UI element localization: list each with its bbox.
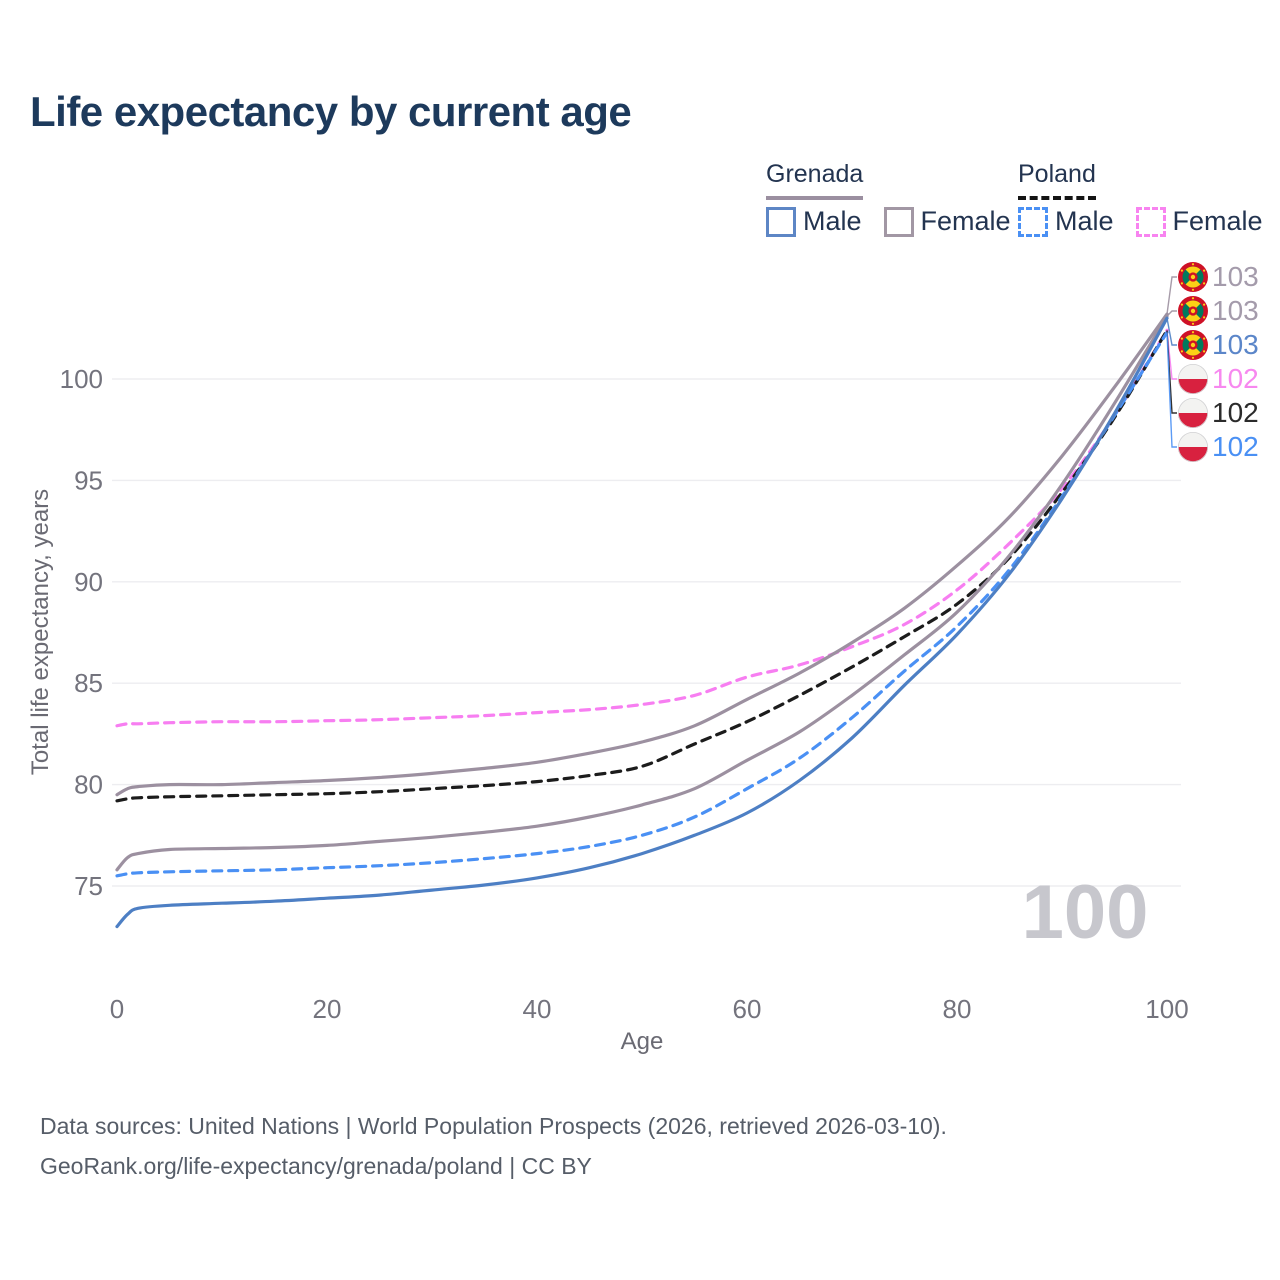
x-tick-100: 100: [1145, 994, 1188, 1024]
grenada-flag-icon: [1178, 330, 1208, 360]
legend-country-grenada[interactable]: Grenada: [766, 160, 864, 200]
data-sources-text: Data sources: United Nations | World Pop…: [40, 1113, 947, 1139]
x-tick-20: 20: [313, 994, 342, 1024]
leader-line: [1166, 276, 1177, 315]
end-value-poland-female: 102: [1212, 363, 1259, 394]
grenada-female-swatch-icon: [883, 206, 914, 237]
current-age-watermark: 100: [1022, 870, 1149, 955]
attribution-text: GeoRank.org/life-expectancy/grenada/pola…: [40, 1153, 592, 1180]
legend-label-poland-male: Male: [1055, 206, 1114, 236]
legend: Grenada Male Female Poland Male: [0, 160, 1280, 250]
line-grenada-male: [115, 316, 1169, 929]
end-value-grenada-both-sexes: 103: [1212, 295, 1259, 326]
leader-line: [1166, 318, 1177, 346]
y-tick-95: 95: [74, 465, 103, 495]
legend-item-poland-male[interactable]: Male: [1018, 206, 1114, 237]
legend-label-poland-female: Female: [1172, 206, 1263, 236]
grenada-flag-icon: [1178, 296, 1208, 326]
line-poland-male: [115, 330, 1169, 878]
poland-flag-icon: [1178, 363, 1209, 394]
poland-flag-icon: [1178, 397, 1209, 428]
leader-line: [1166, 332, 1177, 448]
end-value-poland-male: 102: [1212, 431, 1259, 462]
poland-flag-icon: [1178, 431, 1209, 462]
grenada-male-swatch-icon: [766, 206, 796, 237]
footer: Data sources: United Nations | World Pop…: [40, 1106, 947, 1187]
legend-item-poland-female[interactable]: Female: [1135, 206, 1263, 237]
gridlines: 75 80 85 90 95 100 0 20 40 60 80 100 Age Total life e…: [27, 364, 1189, 1055]
end-value-poland-both-sexes: 102: [1212, 397, 1259, 428]
legend-item-grenada-male[interactable]: Male: [766, 206, 862, 237]
end-value-grenada-male: 103: [1212, 329, 1259, 360]
legend-group-poland: Poland Male Female: [1018, 160, 1263, 237]
y-tick-90: 90: [74, 567, 103, 597]
legend-label-grenada-male: Male: [803, 206, 862, 236]
poland-male-swatch-icon: [1018, 206, 1048, 237]
y-tick-85: 85: [74, 668, 103, 698]
end-value-grenada-female: 103: [1212, 261, 1259, 292]
x-tick-80: 80: [943, 994, 972, 1024]
line-poland-female: [115, 328, 1169, 728]
x-axis-title: Age: [621, 1028, 664, 1055]
legend-label-grenada-female: Female: [920, 206, 1011, 236]
x-tick-0: 0: [110, 994, 124, 1024]
series-lines: [115, 312, 1169, 929]
line-grenada-female: [115, 312, 1169, 797]
y-axis-title: Total life expectancy, years: [27, 489, 54, 775]
grenada-flag-icon: [1178, 262, 1208, 292]
line-poland-both-sexes: [115, 328, 1169, 803]
line-grenada-both-sexes: [115, 314, 1169, 872]
leader-line: [1166, 310, 1177, 317]
x-tick-40: 40: [523, 994, 552, 1024]
legend-country-poland[interactable]: Poland: [1018, 160, 1096, 200]
legend-group-grenada: Grenada Male Female: [766, 160, 1011, 237]
legend-item-grenada-female[interactable]: Female: [883, 206, 1011, 237]
x-tick-60: 60: [733, 994, 762, 1024]
y-tick-100: 100: [60, 364, 103, 394]
y-tick-75: 75: [74, 871, 103, 901]
y-tick-80: 80: [74, 770, 103, 800]
page-title: Life expectancy by current age: [30, 88, 632, 135]
poland-female-swatch-icon: [1135, 206, 1166, 237]
